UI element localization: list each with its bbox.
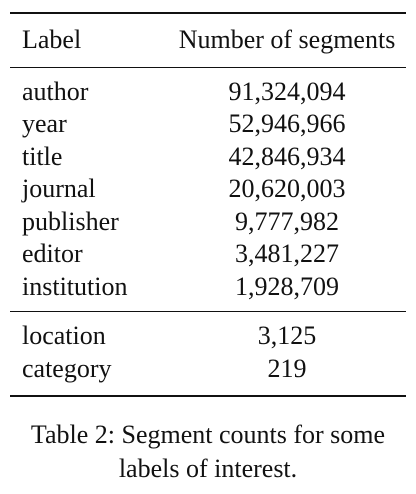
table-row: title 42,846,934: [10, 141, 406, 174]
header-label: Label: [10, 12, 172, 67]
table-row: category 219: [10, 352, 406, 397]
row-label: category: [10, 352, 172, 397]
table-row: institution 1,928,709: [10, 271, 406, 312]
caption-line-1: Table 2: Segment counts for some: [30, 420, 386, 449]
row-label: author: [10, 66, 172, 108]
header-count: Number of segments: [172, 12, 406, 67]
row-label: year: [22, 109, 67, 138]
table-body: author 91,324,094 year 52,946,966 title …: [10, 66, 406, 397]
row-count: 3,125: [172, 311, 406, 353]
caption-line-2: labels of interest.: [118, 453, 298, 483]
row-count: 1,928,709: [235, 271, 339, 301]
segment-counts-table: Label Number of segments author 91,324,0…: [10, 12, 406, 397]
row-count: 91,324,094: [172, 66, 406, 108]
table-row: journal 20,620,003: [10, 173, 406, 206]
row-count: 3,481,227: [235, 239, 339, 268]
table-row: editor 3,481,227: [10, 238, 406, 271]
table-row: location 3,125: [10, 311, 406, 353]
row-count: 42,846,934: [228, 141, 346, 171]
table-row: author 91,324,094: [10, 66, 406, 108]
header-row: Label Number of segments: [10, 12, 406, 67]
row-count: 9,777,982: [235, 206, 339, 236]
row-label: journal: [22, 174, 96, 203]
table-caption: Table 2: Segment counts for some labels …: [10, 418, 406, 486]
table-row: year 52,946,966: [10, 108, 406, 141]
row-label: publisher: [22, 206, 119, 236]
segment-counts-table-container: Label Number of segments author 91,324,0…: [10, 12, 406, 397]
table-row: publisher 9,777,982: [10, 206, 406, 239]
row-label: editor: [22, 239, 83, 268]
row-label: institution: [22, 271, 128, 301]
row-count: 219: [172, 352, 406, 397]
table-header: Label Number of segments: [10, 12, 406, 67]
row-count: 52,946,966: [228, 109, 346, 138]
row-label: title: [22, 141, 63, 171]
row-label: location: [10, 311, 172, 353]
row-count: 20,620,003: [228, 174, 346, 203]
